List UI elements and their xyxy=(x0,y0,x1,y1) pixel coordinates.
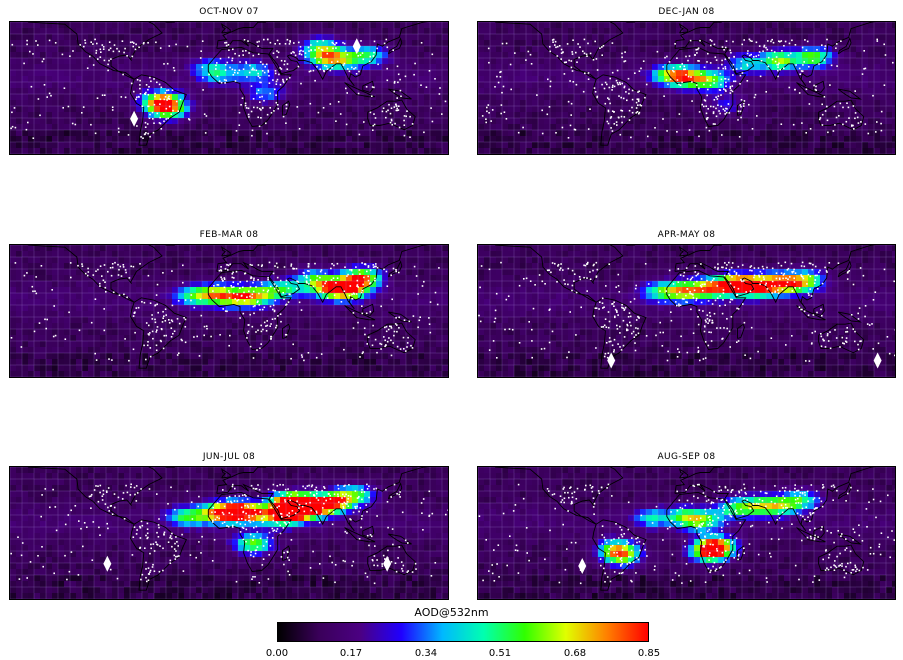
coastlines xyxy=(494,467,877,591)
aod-map xyxy=(9,21,449,155)
colorbar-tick-label: 0.68 xyxy=(563,648,587,659)
colorbar-tick-label: 0.17 xyxy=(339,648,363,659)
aod-map xyxy=(9,466,449,600)
map-svg xyxy=(478,22,895,154)
observation-points xyxy=(10,38,447,139)
colorbar-tick-label: 0.00 xyxy=(265,648,289,659)
aod-field xyxy=(10,22,448,154)
map-panel-2: DEC-JAN 08 xyxy=(477,7,896,157)
panel-title: JUN-JUL 08 xyxy=(202,452,256,462)
colorbar-tick-label: 0.34 xyxy=(414,648,438,659)
observation-points xyxy=(478,483,895,585)
sampling-grid xyxy=(10,467,448,599)
observation-points xyxy=(10,261,440,362)
panel-title: DEC-JAN 08 xyxy=(658,7,715,17)
aod-field xyxy=(478,467,895,599)
panel-title: FEB-MAR 08 xyxy=(199,230,259,240)
map-svg xyxy=(10,245,448,377)
diamond-marker xyxy=(383,555,392,572)
map-panel-3: FEB-MAR 08 xyxy=(9,230,449,380)
aod-field xyxy=(10,467,448,599)
aod-map xyxy=(477,244,896,378)
aod-map xyxy=(477,466,896,600)
aod-map xyxy=(9,244,449,378)
observation-points xyxy=(481,38,894,139)
map-svg xyxy=(10,22,448,154)
colorbar-tick-label: 0.85 xyxy=(637,648,661,659)
sampling-grid xyxy=(10,245,448,377)
map-panel-1: OCT-NOV 07 xyxy=(9,7,449,157)
diamond-marker xyxy=(578,558,587,574)
colorbar xyxy=(277,622,649,642)
diamond-marker xyxy=(130,110,139,127)
aod-field xyxy=(478,245,895,377)
map-svg xyxy=(478,245,895,377)
map-panel-4: APR-MAY 08 xyxy=(477,230,896,380)
map-panel-6: AUG-SEP 08 xyxy=(477,452,896,602)
panel-title: APR-MAY 08 xyxy=(657,230,716,240)
observation-points xyxy=(478,261,895,362)
aod-map xyxy=(477,21,896,155)
observation-points xyxy=(10,483,448,585)
colorbar-tick-label: 0.51 xyxy=(488,648,512,659)
diamond-marker xyxy=(103,555,112,572)
diamond-marker xyxy=(607,352,616,369)
map-svg xyxy=(478,467,895,599)
coastlines xyxy=(494,245,877,369)
map-svg xyxy=(10,467,448,599)
sampling-grid xyxy=(478,245,895,377)
panel-title: OCT-NOV 07 xyxy=(199,7,259,17)
panel-title: AUG-SEP 08 xyxy=(657,452,716,462)
diamond-marker xyxy=(352,38,361,55)
aod-field xyxy=(478,22,895,154)
colorbar-title: AOD@532nm xyxy=(414,606,489,619)
diamond-marker xyxy=(873,352,882,369)
map-panel-5: JUN-JUL 08 xyxy=(9,452,449,602)
coastlines xyxy=(27,245,429,369)
coastlines xyxy=(27,467,429,591)
